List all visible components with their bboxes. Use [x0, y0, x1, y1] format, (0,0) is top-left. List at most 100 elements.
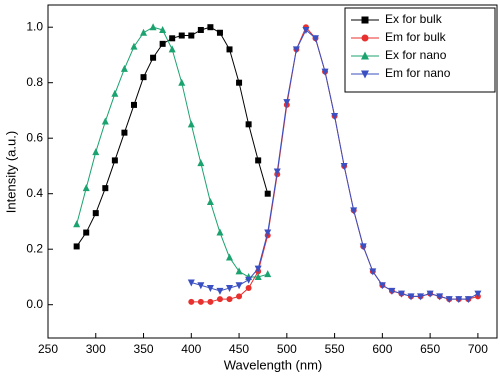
x-tick-label: 350: [134, 342, 154, 356]
marker: [245, 276, 253, 284]
marker: [397, 290, 405, 298]
marker: [73, 220, 81, 228]
marker: [361, 16, 369, 24]
x-tick-label: 250: [38, 342, 58, 356]
marker: [226, 46, 233, 53]
marker: [436, 293, 444, 301]
marker: [130, 42, 138, 50]
marker: [102, 185, 109, 192]
marker: [149, 23, 157, 31]
marker: [236, 293, 243, 300]
marker: [417, 293, 425, 301]
marker: [340, 162, 348, 170]
series-line: [76, 26, 269, 247]
marker: [264, 229, 272, 237]
marker: [197, 298, 204, 305]
marker: [207, 24, 214, 31]
marker: [255, 157, 262, 164]
legend-label: Em for nano: [385, 66, 451, 80]
marker: [111, 157, 118, 164]
marker: [226, 285, 234, 293]
y-tick-label: 1.0: [26, 19, 43, 33]
marker: [169, 35, 176, 42]
marker: [407, 293, 415, 301]
x-tick-label: 400: [181, 342, 201, 356]
marker: [82, 184, 90, 192]
marker: [111, 89, 119, 97]
marker: [464, 296, 472, 304]
marker: [120, 64, 128, 72]
marker: [130, 101, 137, 108]
marker: [378, 282, 386, 290]
marker: [216, 287, 224, 295]
marker: [140, 28, 148, 36]
x-tick-label: 650: [420, 342, 440, 356]
marker: [150, 54, 157, 61]
series-line: [76, 26, 268, 278]
marker: [178, 32, 185, 39]
marker: [216, 296, 223, 303]
y-tick-label: 0.8: [26, 75, 43, 89]
marker: [264, 270, 272, 278]
y-tick-label: 0.0: [26, 297, 43, 311]
legend-label: Ex for nano: [385, 48, 447, 62]
plot-frame: [47, 4, 498, 339]
marker: [388, 287, 396, 295]
marker: [92, 148, 100, 156]
y-tick-label: 0.4: [26, 186, 43, 200]
marker: [350, 207, 358, 215]
marker: [216, 29, 223, 36]
marker: [92, 210, 99, 217]
marker: [159, 25, 167, 33]
legend-box: [344, 7, 496, 93]
marker: [216, 228, 224, 236]
marker: [140, 74, 147, 81]
x-tick-label: 450: [229, 342, 249, 356]
marker: [178, 78, 186, 86]
marker: [226, 296, 233, 303]
marker: [302, 26, 310, 34]
marker: [73, 243, 80, 250]
marker: [321, 68, 329, 76]
marker: [207, 298, 214, 305]
x-tick-label: 700: [468, 342, 488, 356]
y-tick-label: 0.6: [26, 130, 43, 144]
marker: [359, 243, 367, 251]
x-axis-label: Wavelength (nm): [224, 357, 323, 372]
legend-label: Ex for bulk: [385, 12, 443, 26]
marker: [361, 70, 369, 79]
marker: [445, 296, 453, 304]
marker: [331, 113, 339, 120]
marker: [168, 45, 176, 53]
marker: [245, 285, 252, 292]
marker: [197, 282, 205, 290]
marker: [273, 168, 281, 176]
x-tick-label: 300: [86, 342, 106, 356]
y-tick-label: 0.2: [26, 241, 43, 255]
marker: [101, 117, 109, 125]
marker: [188, 298, 195, 305]
marker: [474, 290, 482, 298]
marker: [206, 198, 214, 206]
marker: [426, 290, 434, 298]
marker: [188, 32, 195, 39]
marker: [235, 267, 243, 275]
marker: [369, 268, 377, 276]
marker: [245, 121, 252, 128]
marker: [197, 159, 205, 167]
marker: [226, 253, 234, 261]
marker: [121, 129, 128, 136]
marker: [235, 282, 243, 290]
marker: [311, 35, 319, 43]
marker: [254, 265, 262, 273]
y-axis-label: Intensity (a.u.): [3, 131, 18, 213]
x-tick-label: 600: [372, 342, 392, 356]
marker: [283, 99, 291, 107]
marker: [206, 285, 214, 293]
marker: [361, 34, 369, 42]
marker: [187, 279, 195, 287]
x-tick-label: 550: [325, 342, 345, 356]
marker: [187, 120, 195, 128]
